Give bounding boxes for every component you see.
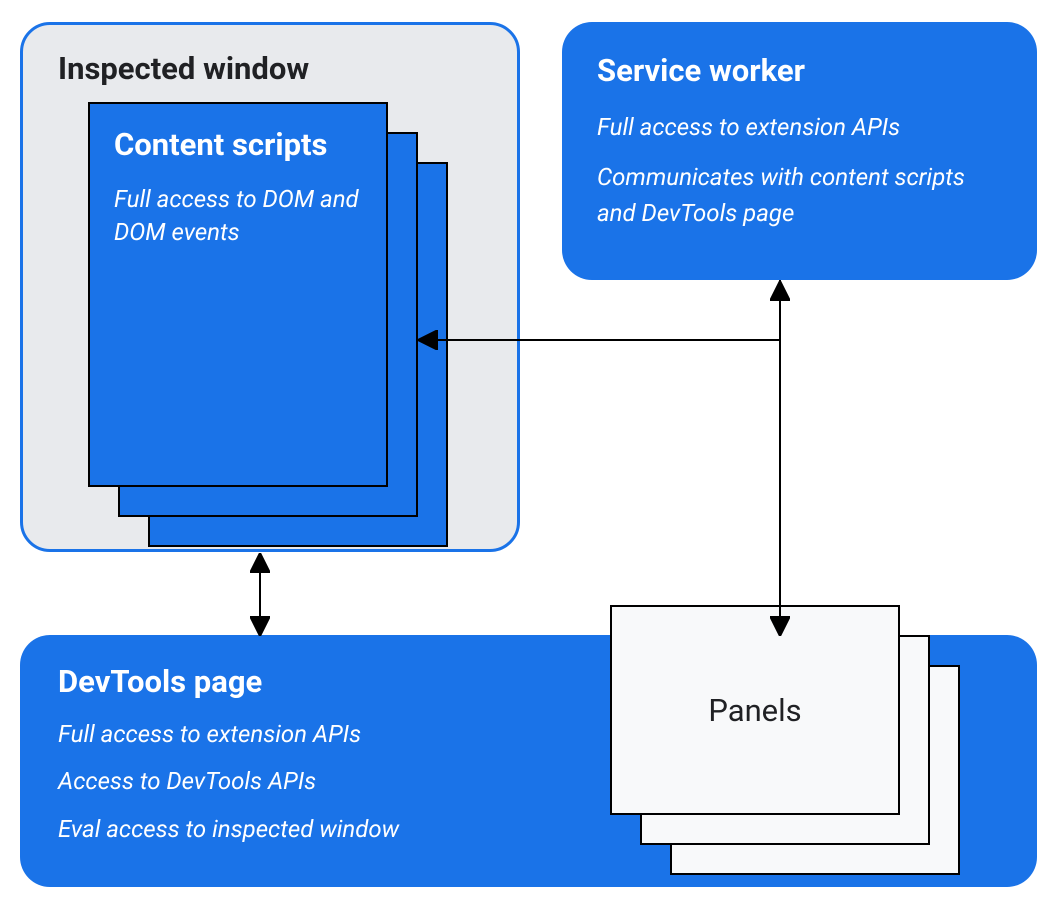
service-worker-title: Service worker	[597, 52, 1002, 89]
content-scripts-desc: Full access to DOM and DOM events	[114, 183, 362, 250]
devtools-page-box: DevTools page Full access to extension A…	[20, 635, 1037, 887]
panels-label: Panels	[708, 692, 801, 729]
architecture-diagram: Inspected window Content scripts Full ac…	[0, 0, 1053, 904]
content-script-card-front: Content scripts Full access to DOM and D…	[88, 102, 388, 487]
inspected-window-box: Inspected window Content scripts Full ac…	[20, 22, 520, 552]
service-worker-desc-1: Full access to extension APIs	[597, 109, 1002, 145]
content-scripts-title: Content scripts	[114, 126, 362, 165]
service-worker-box: Service worker Full access to extension …	[562, 22, 1037, 280]
service-worker-desc-2: Communicates with content scripts and De…	[597, 159, 1002, 231]
inspected-window-title: Inspected window	[58, 50, 482, 87]
panel-card-front: Panels	[610, 605, 900, 815]
